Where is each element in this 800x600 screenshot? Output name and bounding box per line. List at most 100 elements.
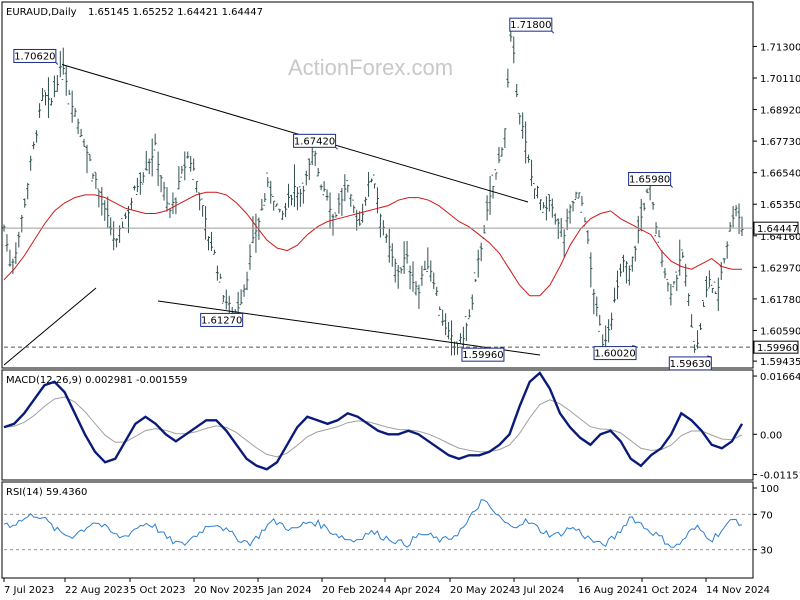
- rsi-panel: [1, 481, 754, 579]
- price-bar: [399, 267, 403, 274]
- price-bar: [636, 215, 640, 244]
- price-bar: [209, 231, 213, 251]
- price-bar: [251, 216, 255, 244]
- price-bar: [476, 249, 480, 278]
- price-bar: [257, 217, 261, 240]
- price-bar: [580, 195, 584, 213]
- price-annotation: 1.59630: [668, 355, 712, 371]
- price-bar: [666, 279, 670, 292]
- price-bar: [316, 167, 320, 177]
- price-bar: [687, 293, 691, 307]
- price-bar: [248, 244, 252, 270]
- price-bar: [159, 175, 163, 193]
- price-panel: [1, 1, 754, 369]
- price-bar: [361, 203, 365, 223]
- price-bar: [82, 138, 86, 147]
- price-bar: [337, 193, 341, 214]
- rsi-y-tick-label: 70: [760, 510, 773, 521]
- price-annotation-label: 1.60020: [594, 349, 635, 360]
- price-bar: [183, 151, 187, 181]
- x-tick-label: 4 Apr 2024: [385, 585, 440, 596]
- lower-trendline: [157, 300, 541, 356]
- price-y-tick-label: 1.60590: [760, 326, 800, 337]
- price-bar: [515, 83, 519, 98]
- price-bar: [464, 316, 468, 342]
- watermark: ActionForex.com: [288, 55, 453, 80]
- price-bar: [73, 107, 77, 117]
- price-bar: [417, 284, 421, 309]
- price-bar: [651, 201, 655, 210]
- price-bar: [678, 239, 682, 276]
- price-bar: [192, 158, 196, 180]
- price-y-tick-label: 1.61780: [760, 295, 800, 306]
- price-annotation-label: 1.70620: [14, 51, 55, 62]
- price-bar: [592, 288, 596, 315]
- rsi-y-tick-label: 30: [760, 546, 773, 557]
- price-bar: [734, 205, 738, 217]
- price-bar: [521, 112, 525, 139]
- price-bar: [503, 128, 507, 149]
- price-bar: [201, 198, 205, 217]
- price-bar: [402, 241, 406, 274]
- price-bar: [49, 98, 53, 106]
- rsi-line: [3, 499, 743, 548]
- price-bar: [153, 133, 157, 151]
- price-bar: [429, 260, 433, 282]
- price-annotation-label: 1.59960: [462, 350, 503, 361]
- price-bar: [550, 198, 554, 218]
- price-bar: [144, 150, 148, 171]
- upper-trendline: [61, 63, 529, 203]
- price-bar: [621, 254, 625, 273]
- chart-ohlc: 1.65145 1.65252 1.64421 1.64447: [88, 7, 263, 18]
- chart-symbol: EURAUD,Daily: [6, 7, 77, 18]
- rsi-label: RSI(14) 59.4360: [6, 487, 87, 498]
- moving-average-line: [3, 191, 742, 297]
- price-bar: [132, 185, 136, 191]
- price-bar: [64, 66, 68, 96]
- price-bar: [88, 153, 92, 162]
- price-bar: [479, 242, 483, 262]
- price-bar: [378, 213, 382, 238]
- price-annotation: 1.71800: [509, 17, 555, 34]
- price-bar: [450, 320, 454, 356]
- price-y-tick-label: 1.65350: [760, 200, 800, 211]
- price-bar: [704, 276, 708, 298]
- price-bar: [624, 261, 628, 284]
- price-bar: [70, 90, 74, 123]
- price-annotation: 1.60020: [593, 345, 637, 361]
- price-bar: [387, 228, 391, 263]
- price-bar: [426, 247, 430, 273]
- price-bar: [616, 270, 620, 300]
- macd-y-tick-label: 0.00: [760, 430, 782, 441]
- price-bar: [91, 173, 95, 182]
- price-annotation: 1.67420: [293, 133, 338, 150]
- price-y-tick-label: 1.67730: [760, 137, 800, 148]
- price-annotation-label: 1.67420: [294, 136, 335, 147]
- price-bar: [215, 265, 219, 281]
- price-bar: [660, 250, 664, 267]
- price-bar: [494, 169, 498, 180]
- price-tag-label: 1.59960: [757, 343, 798, 354]
- macd-label: MACD(12,26,9) 0.002981 -0.001559: [6, 375, 187, 386]
- macd-panel: [1, 369, 754, 481]
- price-bar: [441, 309, 445, 326]
- price-bar: [423, 260, 427, 271]
- price-bar: [728, 222, 732, 232]
- price-bar: [681, 249, 685, 259]
- price-y-tick-label: 1.71300: [760, 42, 800, 53]
- price-bar: [639, 198, 643, 232]
- price-bar: [331, 213, 335, 236]
- price-annotation: 1.61270: [200, 311, 244, 327]
- price-bar: [610, 312, 614, 330]
- price-bar: [547, 194, 551, 212]
- price-bar: [325, 189, 329, 201]
- price-bar: [328, 192, 332, 229]
- price-bar: [11, 258, 15, 274]
- x-tick-label: 1 Oct 2024: [642, 585, 697, 596]
- price-y-tick-label: 1.68920: [760, 106, 800, 117]
- price-bar: [642, 202, 646, 211]
- price-bar: [346, 180, 350, 193]
- price-bar: [221, 295, 225, 304]
- price-bar: [281, 210, 285, 220]
